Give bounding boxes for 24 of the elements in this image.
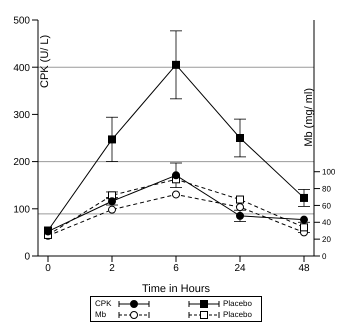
legend-label: Placebo xyxy=(223,310,252,319)
text: Mb xyxy=(95,310,108,319)
x-axis-title: Time in Hours xyxy=(142,283,211,295)
y2-tick-label: 40 xyxy=(322,218,332,228)
y2-tick-label: 100 xyxy=(322,168,336,177)
y-tick-label: 200 xyxy=(13,157,30,168)
legend-label: Placebo xyxy=(223,299,252,308)
y-tick-label: 100 xyxy=(13,204,30,216)
x-tick-label: 24 xyxy=(234,263,246,274)
x-tick-label: 6 xyxy=(173,263,180,274)
y-tick-label: 500 xyxy=(13,16,30,27)
y-tick-label: 400 xyxy=(13,62,30,74)
x-tick-label: 48 xyxy=(298,263,310,274)
text: CPK xyxy=(95,299,112,308)
y2-tick-label: 0 xyxy=(322,252,327,261)
y2-tick-label: 20 xyxy=(322,234,332,244)
y2-tick-label: 80 xyxy=(322,184,332,194)
y-axis-title: CPK (U/ L) xyxy=(38,34,51,88)
x-tick-label: 0 xyxy=(45,263,52,274)
y2-tick-label: 60 xyxy=(322,201,332,210)
y-tick-label: 0 xyxy=(24,252,30,263)
y2-axis-title: Mb (mg/ ml) xyxy=(302,88,315,147)
x-tick-label: 2 xyxy=(109,263,116,274)
y-tick-label: 300 xyxy=(13,110,30,121)
